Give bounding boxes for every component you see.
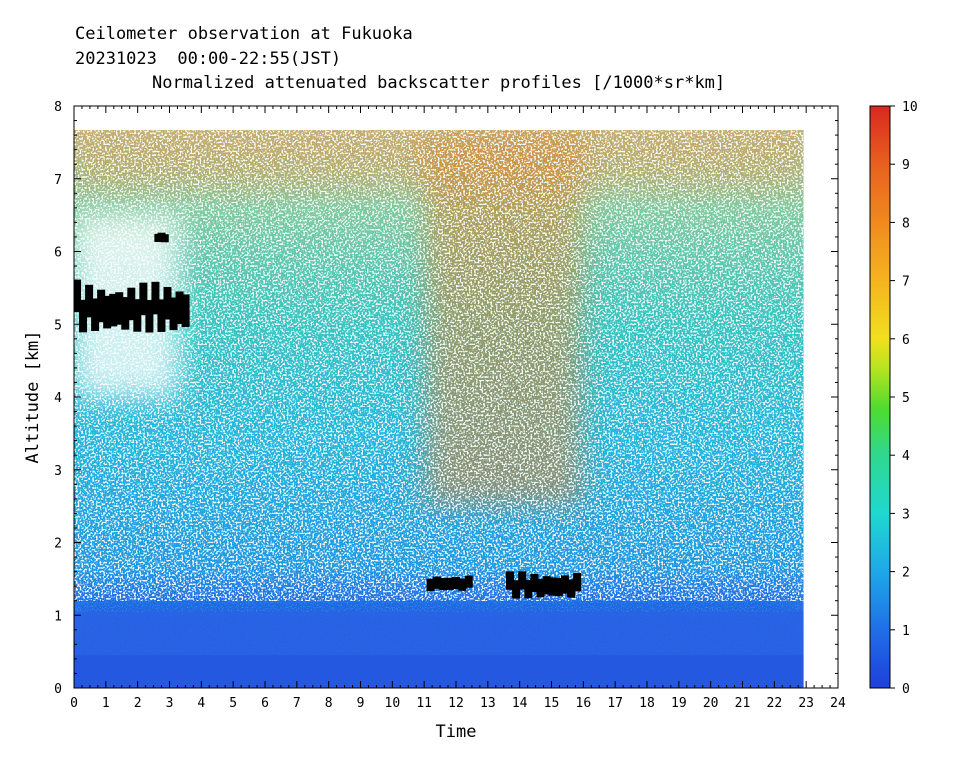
colorbar-tick-label: 3 — [902, 507, 910, 522]
x-tick-label: 19 — [671, 696, 687, 711]
x-tick-label: 14 — [512, 696, 528, 711]
colorbar-tick-label: 5 — [902, 391, 910, 406]
x-tick-label: 0 — [70, 696, 78, 711]
x-tick-label: 21 — [735, 696, 751, 711]
x-tick-label: 2 — [134, 696, 142, 711]
plot-area — [73, 130, 804, 688]
heatmap — [73, 130, 804, 688]
colorbar-tick-label: 10 — [902, 100, 918, 115]
x-axis-label: Time — [436, 722, 477, 742]
y-tick-label: 2 — [54, 537, 62, 552]
x-tick-label: 3 — [166, 696, 174, 711]
cloud-cell — [465, 576, 473, 588]
y-tick-label: 7 — [54, 173, 62, 188]
y-tick-label: 1 — [54, 609, 62, 624]
x-tick-label: 15 — [544, 696, 560, 711]
colorbar-tick-label: 1 — [902, 624, 910, 639]
x-tick-label: 4 — [197, 696, 205, 711]
cloud-cell — [161, 234, 169, 242]
x-tick-label: 9 — [357, 696, 365, 711]
colorbar-tick-label: 0 — [902, 682, 910, 697]
y-axis-label: Altitude [km] — [23, 330, 43, 463]
x-tick-label: 12 — [448, 696, 464, 711]
colorbar: 0 1 2 3 4 5 6 7 8 9 10 — [870, 100, 918, 697]
x-tick-label: 20 — [703, 696, 719, 711]
cloud-2 — [427, 576, 473, 591]
x-tick-label: 10 — [385, 696, 401, 711]
x-tick-label: 1 — [102, 696, 110, 711]
y-tick-label: 0 — [54, 682, 62, 697]
x-tick-label: 7 — [293, 696, 301, 711]
x-tick-label: 23 — [798, 696, 814, 711]
y-tick-label: 6 — [54, 246, 62, 261]
x-tick-label: 11 — [416, 696, 432, 711]
y-tick-label: 3 — [54, 464, 62, 479]
y-tick-label: 4 — [54, 391, 62, 406]
colorbar-tick-label: 8 — [902, 216, 910, 231]
colorbar-tick-label: 6 — [902, 333, 910, 348]
cloud-cell — [182, 294, 190, 327]
x-tick-label: 24 — [830, 696, 846, 711]
y-tick-label: 8 — [54, 100, 62, 115]
x-tick-label: 8 — [325, 696, 333, 711]
x-tick-label: 16 — [576, 696, 592, 711]
colorbar-tick-label: 2 — [902, 566, 910, 581]
colorbar-tick-label: 4 — [902, 449, 910, 464]
x-tick-label: 5 — [229, 696, 237, 711]
x-tick-label: 6 — [261, 696, 269, 711]
x-tick-label: 17 — [607, 696, 623, 711]
noise-speckle-cyan — [74, 130, 804, 688]
colorbar-tick-label: 9 — [902, 158, 910, 173]
boundary-layer-lower — [74, 655, 804, 688]
colorbar-fill — [870, 106, 890, 688]
y-tick-label: 5 — [54, 318, 62, 333]
x-tick-label: 18 — [639, 696, 655, 711]
cloud-cell — [573, 573, 581, 591]
colorbar-tick-label: 7 — [902, 275, 910, 290]
x-tick-label: 22 — [767, 696, 783, 711]
x-tick-label: 13 — [480, 696, 496, 711]
